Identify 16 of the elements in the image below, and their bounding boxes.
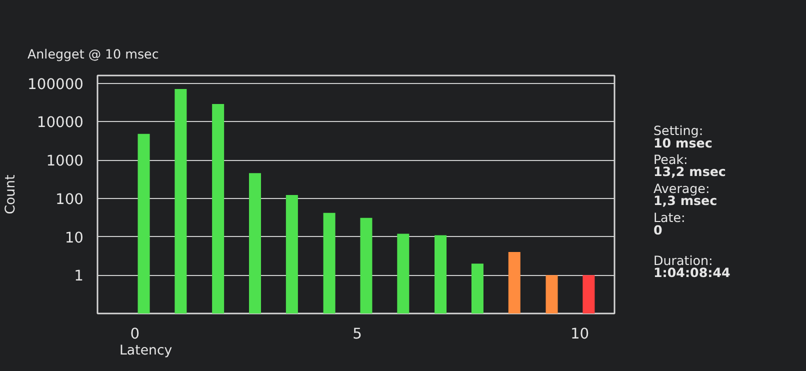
x-axis-title: Latency <box>120 344 172 358</box>
x-tick-label: 10 <box>570 326 590 342</box>
x-tick-label: 5 <box>352 326 362 342</box>
y-tick-label: 1 <box>74 268 84 285</box>
y-tick-label: 100 <box>56 190 84 208</box>
text: Late: <box>654 210 686 225</box>
y-axis-title: Count <box>4 174 19 214</box>
y-tick-label: 1000 <box>46 152 84 170</box>
text: 0 <box>654 222 662 238</box>
text: Average: <box>654 180 710 196</box>
y-tick-label: 10000 <box>36 114 84 132</box>
text: Setting: <box>654 123 704 138</box>
y-tick-label: 100000 <box>28 76 84 93</box>
y-tick-label: 10 <box>64 229 84 246</box>
chart-title: Anlegget @ 10 msec <box>28 46 159 62</box>
x-tick-label: 0 <box>130 326 140 342</box>
